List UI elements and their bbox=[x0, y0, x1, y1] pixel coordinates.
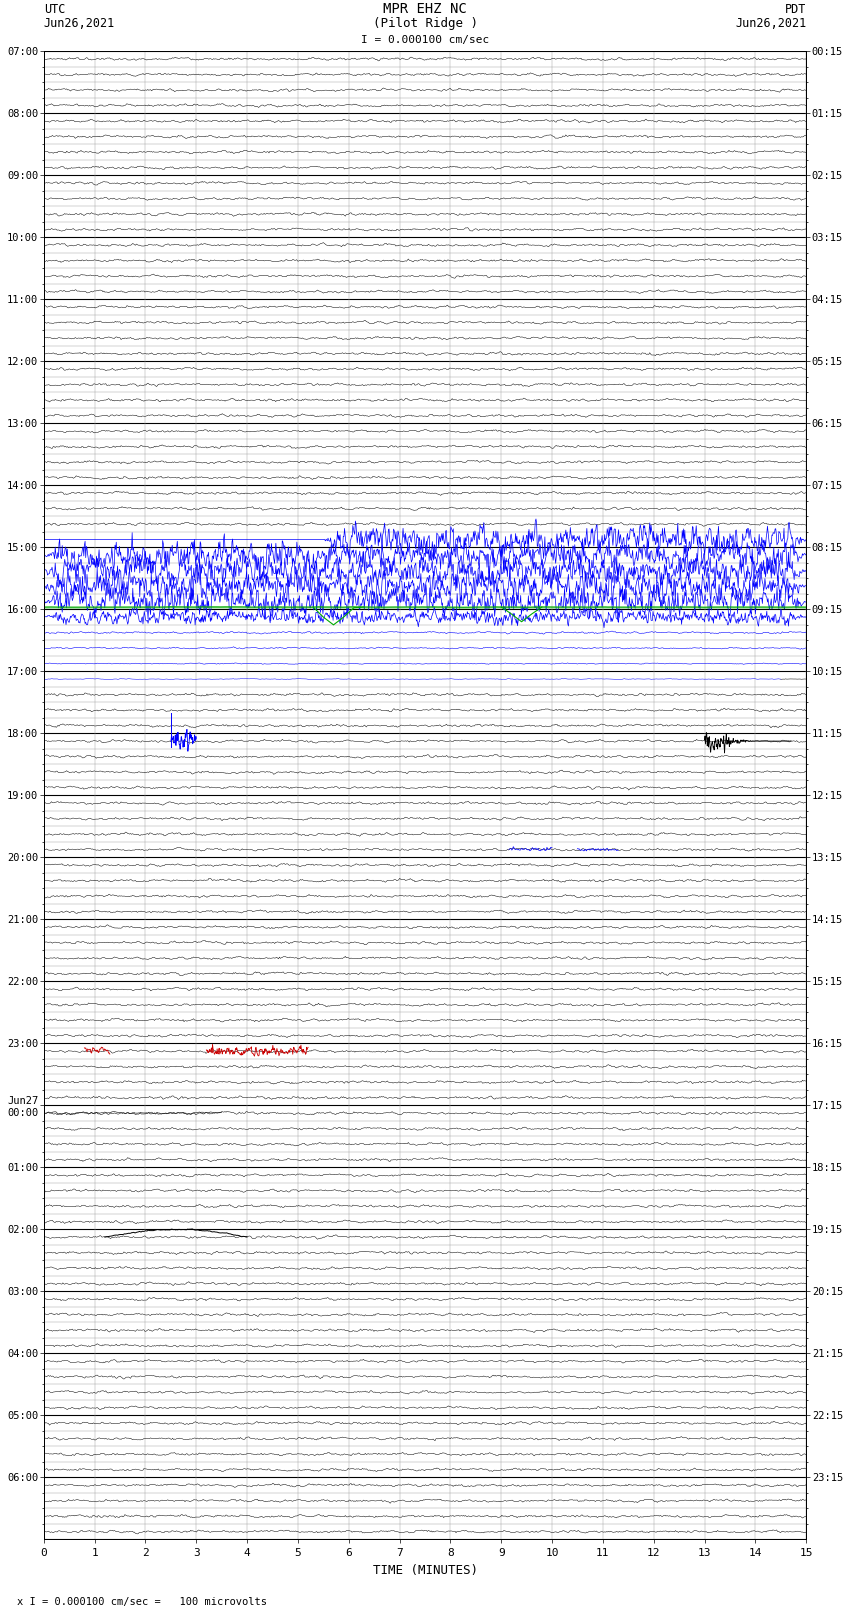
Text: I = 0.000100 cm/sec: I = 0.000100 cm/sec bbox=[361, 35, 489, 45]
Text: MPR EHZ NC: MPR EHZ NC bbox=[383, 2, 467, 16]
Text: Jun26,2021: Jun26,2021 bbox=[735, 18, 807, 31]
Text: PDT: PDT bbox=[785, 3, 807, 16]
Text: (Pilot Ridge ): (Pilot Ridge ) bbox=[372, 18, 478, 31]
Text: x I = 0.000100 cm/sec =   100 microvolts: x I = 0.000100 cm/sec = 100 microvolts bbox=[17, 1597, 267, 1607]
X-axis label: TIME (MINUTES): TIME (MINUTES) bbox=[372, 1565, 478, 1578]
Text: Jun26,2021: Jun26,2021 bbox=[43, 18, 115, 31]
Text: UTC: UTC bbox=[43, 3, 65, 16]
